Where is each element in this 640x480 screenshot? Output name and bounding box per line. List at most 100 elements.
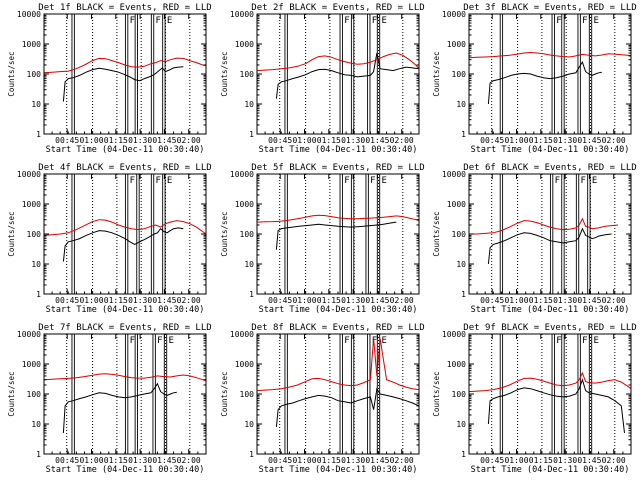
- y-tick-label: 10: [31, 260, 41, 269]
- interval-marker-label: F: [370, 176, 375, 186]
- y-tick-label: 10000: [442, 170, 466, 179]
- y-tick-label: 100: [27, 70, 42, 79]
- y-axis-label: Counts/sec: [220, 371, 229, 416]
- x-tick-label: 00:45: [480, 296, 504, 305]
- x-tick-label: 01:45: [365, 456, 389, 465]
- x-tick-label: 02:00: [390, 136, 414, 145]
- series-line-events: [275, 387, 420, 427]
- y-tick-label: 10000: [230, 10, 254, 19]
- y-tick-label: 10: [31, 420, 41, 429]
- interval-marker-label: F: [157, 336, 162, 346]
- y-tick-label: 10000: [442, 10, 466, 19]
- interval-marker-label: F: [130, 336, 135, 346]
- x-tick-label: 01:30: [341, 456, 365, 465]
- panel-title: Det 3f BLACK = Events, RED = LLD: [463, 3, 636, 13]
- panel-title: Det 8f BLACK = Events, RED = LLD: [251, 323, 424, 333]
- x-tick-label: 01:30: [128, 136, 152, 145]
- series-line-events: [62, 227, 184, 262]
- y-tick-label: 100: [27, 390, 42, 399]
- y-tick-label: 1000: [235, 200, 254, 209]
- series-line-events: [275, 221, 397, 250]
- series-line-events: [487, 227, 612, 265]
- x-tick-label: 01:00: [292, 456, 316, 465]
- x-tick-label: 01:00: [504, 136, 528, 145]
- plot-frame: [468, 333, 632, 455]
- interval-marker-label: E: [169, 336, 174, 346]
- x-tick-label: 01:00: [79, 136, 103, 145]
- x-tick-label: 01:00: [504, 456, 528, 465]
- x-tick-label: 00:45: [480, 136, 504, 145]
- series-line-lld: [256, 338, 420, 392]
- series-line-lld: [256, 214, 420, 223]
- x-tick-label: 01:45: [577, 136, 601, 145]
- y-tick-label: 1000: [235, 40, 254, 49]
- x-tick-label: 00:45: [480, 456, 504, 465]
- interval-marker-label: F: [555, 176, 560, 186]
- x-tick-label: 01:15: [529, 136, 553, 145]
- x-tick-label: 01:15: [529, 296, 553, 305]
- y-tick-label: 10: [244, 100, 254, 109]
- panel-title: Det 7f BLACK = Events, RED = LLD: [38, 323, 211, 333]
- series-line-events: [275, 52, 420, 99]
- x-tick-label: 01:00: [292, 136, 316, 145]
- x-tick-label: 01:15: [529, 456, 553, 465]
- y-axis-label: Counts/sec: [432, 51, 441, 96]
- y-axis-label: Counts/sec: [7, 51, 16, 96]
- x-tick-label: 01:15: [317, 456, 341, 465]
- y-axis-label: Counts/sec: [7, 211, 16, 256]
- y-tick-label: 100: [240, 70, 255, 79]
- y-tick-label: 1: [461, 130, 466, 139]
- x-axis-label: Start Time (04-Dec-11 00:30:40): [259, 465, 418, 475]
- x-tick-label: 01:15: [104, 456, 128, 465]
- y-axis-label: Counts/sec: [432, 211, 441, 256]
- y-tick-label: 10: [456, 100, 466, 109]
- y-tick-label: 1000: [22, 360, 41, 369]
- y-tick-label: 100: [240, 390, 255, 399]
- plot-frame: [256, 13, 420, 135]
- x-tick-label: 00:45: [55, 136, 79, 145]
- panel-title: Det 2f BLACK = Events, RED = LLD: [251, 3, 424, 13]
- y-axis-label: Counts/sec: [220, 211, 229, 256]
- y-tick-label: 100: [27, 230, 42, 239]
- x-tick-label: 01:30: [553, 456, 577, 465]
- y-tick-label: 1: [461, 290, 466, 299]
- y-tick-label: 1: [36, 450, 41, 459]
- plot-frame: [468, 13, 632, 135]
- y-tick-label: 1000: [22, 40, 41, 49]
- y-axis-label: Counts/sec: [432, 371, 441, 416]
- x-tick-label: 01:30: [128, 296, 152, 305]
- interval-marker-label: E: [167, 16, 172, 26]
- x-tick-label: 01:15: [104, 136, 128, 145]
- interval-marker-label: F: [156, 176, 161, 186]
- y-tick-label: 1: [249, 450, 254, 459]
- y-tick-label: 10000: [442, 330, 466, 339]
- interval-marker-label: F: [372, 336, 377, 346]
- interval-marker-label: F: [344, 16, 349, 26]
- x-tick-label: 01:15: [317, 136, 341, 145]
- plot-frame: [256, 173, 420, 295]
- series-line-events: [62, 66, 184, 102]
- interval-marker-label: F: [344, 176, 349, 186]
- x-tick-label: 02:00: [177, 136, 201, 145]
- interval-marker-label: E: [382, 16, 387, 26]
- interval-marker-label: E: [382, 336, 387, 346]
- y-tick-label: 100: [452, 230, 467, 239]
- series-line-events: [487, 378, 625, 434]
- interval-marker-label: E: [382, 176, 387, 186]
- x-tick-label: 01:00: [79, 296, 103, 305]
- plot-frame: [256, 333, 420, 455]
- y-tick-label: 10: [244, 420, 254, 429]
- x-axis-label: Start Time (04-Dec-11 00:30:40): [46, 305, 205, 315]
- x-tick-label: 00:45: [268, 136, 292, 145]
- x-tick-label: 01:30: [553, 136, 577, 145]
- series-line-lld: [468, 51, 632, 59]
- x-tick-label: 02:00: [390, 296, 414, 305]
- x-tick-label: 01:45: [577, 456, 601, 465]
- y-tick-label: 10: [456, 260, 466, 269]
- x-tick-label: 00:45: [55, 456, 79, 465]
- panel-title: Det 9f BLACK = Events, RED = LLD: [463, 323, 636, 333]
- interval-marker-label: F: [344, 336, 349, 346]
